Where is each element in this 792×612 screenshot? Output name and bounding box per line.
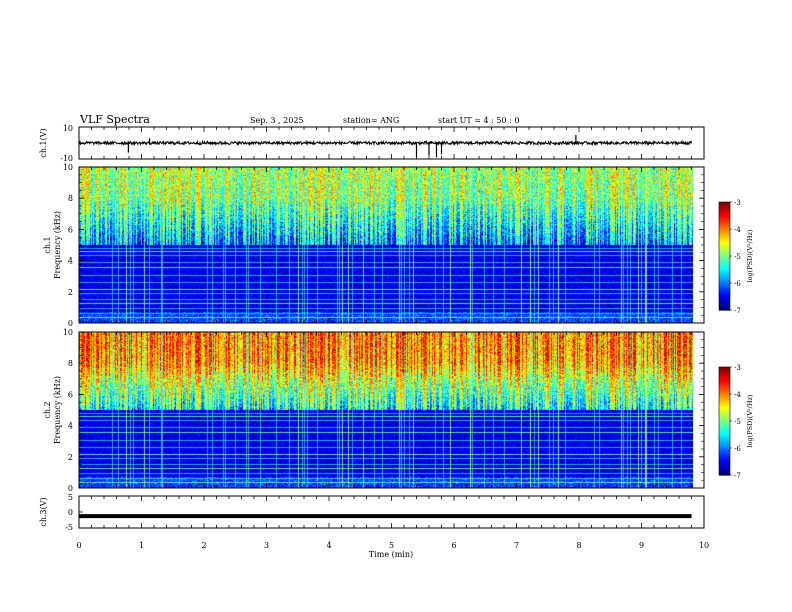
ch2-freq-label: Frequency (kHz)	[53, 376, 62, 444]
time-tick-label: 2	[201, 541, 206, 550]
ch1-colorbar: -3 -4 -5 -6 -7 log(PSD)(V²/Hz)	[719, 199, 754, 315]
time-axis-labels: 0 1 2 3 4 5 6 7 8 9 10	[76, 541, 709, 550]
freq-tick-label: 4	[68, 257, 73, 266]
colorbar-tick-label: -4	[734, 226, 741, 234]
freq-tick-label: 6	[68, 225, 73, 234]
colorbar-label: log(PSD)(V²/Hz)	[746, 229, 754, 282]
ch3-ylabel: ch.3(V)	[39, 497, 48, 526]
vlf-spectra-figure: VLF Spectra Sep. 3 , 2025 station= ANG s…	[0, 0, 792, 612]
time-tick-label: 0	[76, 541, 81, 550]
ch3-waveform-trace	[79, 496, 692, 528]
ch1-ylabel: ch.1(V)	[39, 128, 48, 157]
figure-canvas: VLF Spectra Sep. 3 , 2025 station= ANG s…	[0, 0, 792, 612]
ch2-spectrogram-image	[79, 332, 693, 488]
freq-tick-label: 8	[68, 359, 73, 368]
colorbar-tick-label: -5	[734, 418, 741, 426]
ch3-ytick-mid: 0	[68, 508, 73, 517]
time-tick-label: 4	[326, 541, 331, 550]
colorbar-tick-label: -6	[734, 445, 741, 453]
colorbar-tick-label: -4	[734, 391, 741, 399]
freq-tick-label: 10	[63, 328, 73, 337]
time-axis-title: Time (min)	[369, 550, 413, 559]
freq-tick-label: 0	[68, 319, 73, 328]
time-tick-label: 8	[576, 541, 581, 550]
colorbar-tick-label: -3	[734, 199, 741, 207]
figure-station: station= ANG	[343, 116, 399, 125]
colorbar-tick-label: -7	[734, 307, 741, 315]
ch1-ytick-top: 10	[63, 124, 73, 133]
ch2-colorbar: -3 -4 -5 -6 -7 log(PSD)(V²/Hz)	[719, 364, 754, 480]
figure-title: VLF Spectra	[79, 113, 150, 126]
freq-tick-label: 4	[68, 422, 73, 431]
freq-tick-label: 8	[68, 194, 73, 203]
ch3-ytick-top: 5	[68, 493, 73, 502]
time-tick-label: 7	[514, 541, 519, 550]
time-tick-label: 3	[264, 541, 269, 550]
colorbar-tick-label: -5	[734, 253, 741, 261]
freq-tick-label: 10	[63, 163, 73, 172]
time-tick-label: 6	[451, 541, 456, 550]
figure-start-time: start UT = 4 : 50 : 0	[438, 116, 519, 125]
ch2-channel-label: ch.2	[43, 401, 52, 418]
ch1-channel-label: ch.1	[43, 236, 52, 253]
ch1-spectrogram-image	[79, 167, 693, 323]
ch1-freq-label: Frequency (kHz)	[53, 211, 62, 279]
ch3-ytick-bottom: -5	[65, 523, 73, 532]
ch1-spectrogram-panel: ch.1 Frequency (kHz) 0 2 4 6 8 10 -3 -4 -5 -6 -7 l…	[43, 163, 754, 328]
freq-tick-label: 0	[68, 484, 73, 493]
colorbar-tick-label: -7	[734, 472, 741, 480]
ch2-spectrogram-panel: ch.2 Frequency (kHz) 0 2 4 6 8 10 -3 -4 -5 -6 -7 l…	[43, 328, 754, 493]
time-tick-label: 1	[139, 541, 144, 550]
time-tick-label: 9	[639, 541, 644, 550]
ch1-noise-line	[79, 142, 692, 145]
ch1-waveform-trace	[79, 135, 692, 157]
freq-tick-label: 2	[68, 453, 73, 462]
colorbar-tick-label: -3	[734, 364, 741, 372]
freq-tick-label: 2	[68, 288, 73, 297]
ch1-ytick-bottom: -10	[60, 154, 73, 163]
colorbar-label: log(PSD)(V²/Hz)	[746, 394, 754, 447]
time-tick-label: 10	[699, 541, 709, 550]
time-tick-label: 5	[389, 541, 394, 550]
colorbar-tick-label: -6	[734, 280, 741, 288]
freq-tick-label: 6	[68, 390, 73, 399]
figure-date: Sep. 3 , 2025	[250, 116, 304, 125]
